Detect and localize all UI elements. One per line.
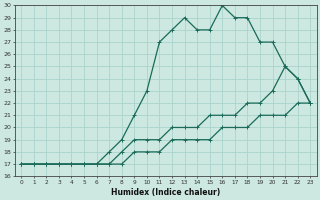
X-axis label: Humidex (Indice chaleur): Humidex (Indice chaleur) [111, 188, 220, 197]
